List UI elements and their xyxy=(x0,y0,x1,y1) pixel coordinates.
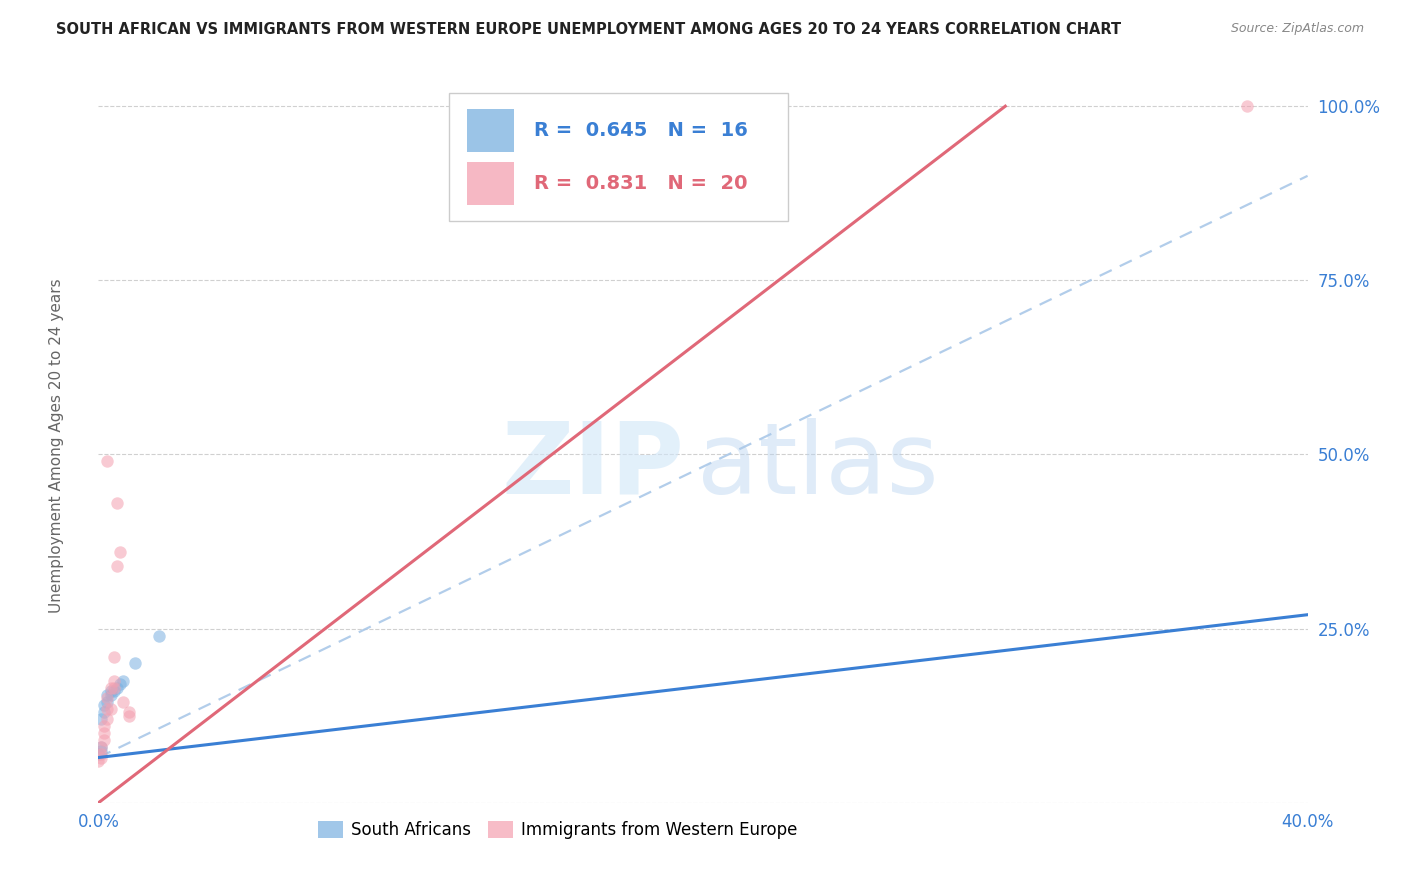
Point xyxy=(93,733,115,747)
Point xyxy=(118,705,141,719)
Point xyxy=(100,688,122,702)
Text: Source: ZipAtlas.com: Source: ZipAtlas.com xyxy=(1230,22,1364,36)
Point xyxy=(103,681,125,695)
Text: atlas: atlas xyxy=(697,417,939,515)
Point xyxy=(90,712,112,726)
Point xyxy=(93,719,115,733)
Point xyxy=(103,673,125,688)
Point xyxy=(93,726,115,740)
Point xyxy=(90,743,112,757)
Point xyxy=(93,698,115,713)
Point xyxy=(100,702,122,716)
Point xyxy=(96,454,118,468)
FancyBboxPatch shape xyxy=(449,94,787,221)
Point xyxy=(105,681,128,695)
Point xyxy=(124,657,146,671)
Text: Unemployment Among Ages 20 to 24 years: Unemployment Among Ages 20 to 24 years xyxy=(49,278,63,614)
Point xyxy=(100,681,122,695)
Legend: South Africans, Immigrants from Western Europe: South Africans, Immigrants from Western … xyxy=(311,814,804,846)
Point xyxy=(1236,99,1258,113)
Point xyxy=(103,684,125,698)
Point xyxy=(96,712,118,726)
FancyBboxPatch shape xyxy=(467,162,515,205)
FancyBboxPatch shape xyxy=(467,109,515,153)
Point xyxy=(90,740,112,755)
Point xyxy=(118,708,141,723)
Text: ZIP: ZIP xyxy=(502,417,685,515)
Point xyxy=(105,558,128,573)
Point xyxy=(108,545,131,559)
Point xyxy=(87,747,110,761)
Point xyxy=(90,750,112,764)
Point xyxy=(96,695,118,709)
Point xyxy=(111,673,134,688)
Text: R =  0.831   N =  20: R = 0.831 N = 20 xyxy=(534,174,747,194)
Point xyxy=(96,691,118,706)
Point xyxy=(105,496,128,510)
Point xyxy=(100,684,122,698)
Point xyxy=(108,677,131,691)
Point xyxy=(103,649,125,664)
Text: SOUTH AFRICAN VS IMMIGRANTS FROM WESTERN EUROPE UNEMPLOYMENT AMONG AGES 20 TO 24: SOUTH AFRICAN VS IMMIGRANTS FROM WESTERN… xyxy=(56,22,1122,37)
Point xyxy=(87,754,110,768)
Point xyxy=(148,629,170,643)
Point xyxy=(111,695,134,709)
Text: R =  0.645   N =  16: R = 0.645 N = 16 xyxy=(534,121,748,140)
Point xyxy=(96,688,118,702)
Point xyxy=(96,702,118,716)
Point xyxy=(93,705,115,719)
Point xyxy=(90,747,112,761)
Point xyxy=(90,740,112,755)
